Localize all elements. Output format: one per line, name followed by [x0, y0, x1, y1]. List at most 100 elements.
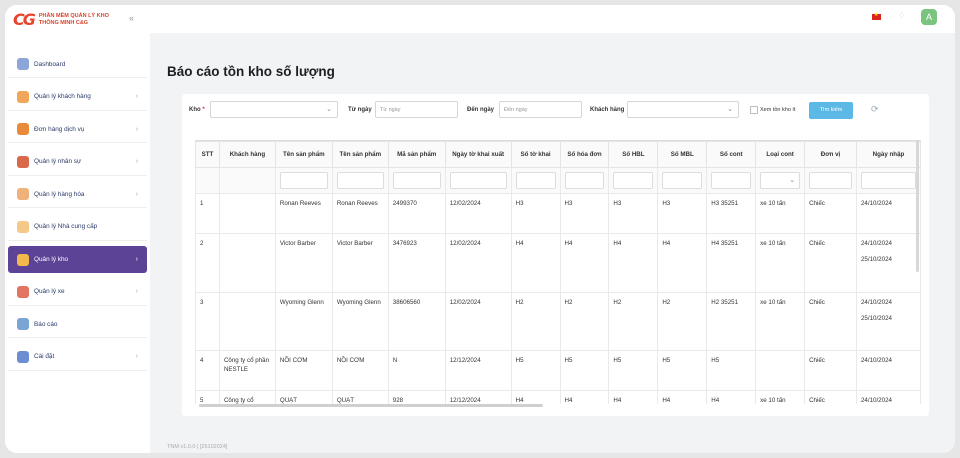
filter-cell: ⌄ — [755, 167, 806, 194]
import-date: 25/10/2024 — [860, 256, 892, 263]
double-chevron-left-icon[interactable]: « — [129, 13, 135, 23]
low-stock-checkbox[interactable] — [750, 106, 758, 114]
table-cell-invoice: H5 — [559, 350, 610, 391]
to-date-input[interactable]: Đến ngày — [499, 101, 582, 118]
column-header[interactable]: Số MBL — [657, 141, 708, 168]
column-filter-input[interactable] — [860, 172, 916, 189]
dashboard-icon — [17, 58, 29, 70]
table-cell-product2: Victor Barber — [331, 233, 389, 293]
table-cell-customer: Công ty cổ — [218, 390, 276, 404]
column-filter-input[interactable] — [336, 172, 384, 189]
column-header[interactable]: Số HBL — [608, 141, 659, 168]
avatar[interactable]: A — [921, 9, 937, 25]
column-header[interactable]: Khách hàng — [218, 141, 276, 168]
table-cell-cont-type: xe 10 tấn — [755, 233, 806, 293]
column-header[interactable]: Tên sản phẩm — [274, 141, 333, 168]
sidebar-item[interactable]: Quản lý kho › — [8, 246, 147, 273]
table-row[interactable]: 1 Ronan Reeves Ronan Reeves 2499370 12/02/20… — [195, 193, 921, 234]
column-header[interactable]: STT — [195, 141, 220, 168]
table-row[interactable]: 4 Công ty cổ phần NESTLE NỒI CƠM NỒI CƠM N 12… — [195, 350, 921, 391]
order-icon — [17, 123, 29, 135]
chevron-down-icon: ⌄ — [727, 106, 733, 113]
column-filter-input[interactable] — [515, 172, 556, 189]
column-filter-input[interactable] — [613, 172, 654, 189]
table-cell-cont: H4 — [706, 390, 757, 404]
column-filter-input[interactable] — [449, 172, 507, 189]
vietnam-flag-icon[interactable] — [872, 12, 881, 20]
inventory-table-container[interactable]: STT Khách hàng Tên sản phẩm Tên sản phẩm Mã … — [195, 140, 921, 404]
column-header[interactable]: Đơn vị — [804, 141, 857, 168]
column-filter-input[interactable] — [279, 172, 328, 189]
sidebar-item[interactable]: Quản lý xe › — [8, 279, 147, 306]
table-cell-product2: NỒI CƠM — [331, 350, 389, 391]
table-cell-customer — [218, 193, 276, 234]
customer-select[interactable]: ⌄ — [627, 101, 739, 118]
table-cell-invoice: H2 — [559, 292, 610, 351]
sidebar-item[interactable]: Quản lý nhân sự › — [8, 149, 147, 176]
from-date-label: Từ ngày — [348, 107, 372, 113]
sidebar-item-label: Báo cáo — [34, 320, 58, 328]
warehouse-select[interactable]: ⌄ — [210, 101, 338, 118]
sidebar-item[interactable]: Quản lý khách hàng › — [8, 84, 147, 111]
column-filter-input[interactable]: ⌄ — [760, 172, 801, 189]
search-button[interactable]: Tìm kiếm — [809, 102, 853, 119]
table-cell-unit: Chiếc — [804, 233, 857, 293]
table-cell-declaration: H2 — [510, 292, 561, 351]
table-cell-stt: 2 — [195, 233, 220, 293]
column-header[interactable]: Mã sản phẩm — [387, 141, 446, 168]
sidebar-item[interactable]: Cài đặt › — [8, 344, 147, 371]
column-filter-input[interactable] — [564, 172, 605, 189]
column-header[interactable]: Tên sản phẩm — [331, 141, 389, 168]
table-row[interactable]: 3 Wyoming Glenn Wyoming Glenn 38606560 12/02… — [195, 292, 921, 351]
column-filter-row: ⌄ — [195, 167, 921, 194]
table-cell-code: N — [387, 350, 446, 391]
table-row[interactable]: 2 Victor Barber Victor Barber 3476923 12/02/… — [195, 233, 921, 293]
column-header[interactable]: Số hóa đơn — [559, 141, 610, 168]
sidebar-item-label: Quản lý xe — [34, 288, 65, 295]
table-cell-declaration: H3 — [510, 193, 561, 234]
table-cell-mbl: H2 — [657, 292, 708, 351]
sidebar-item[interactable]: Quản lý hàng hóa › — [8, 181, 147, 208]
filter-cell — [608, 167, 659, 194]
column-filter-input[interactable] — [392, 172, 441, 189]
logo: CG PHẦN MỀM QUẢN LÝ KHO THÔNG MINH C&G — [13, 10, 119, 29]
table-cell-export-date: 12/02/2024 — [444, 193, 512, 234]
table-cell-customer — [218, 233, 276, 293]
table-cell-customer: Công ty cổ phần NESTLE — [218, 350, 276, 391]
chevron-right-icon: › — [135, 353, 138, 360]
bell-icon[interactable]: ♢ — [898, 11, 906, 20]
vertical-scrollbar[interactable] — [916, 140, 919, 272]
filter-cell — [706, 167, 757, 194]
table-cell-code: 38606560 — [387, 292, 446, 351]
sidebar-item[interactable]: Quản lý Nhà cung cấp — [8, 214, 147, 241]
sidebar-item[interactable]: Dashboard — [8, 51, 147, 78]
column-header[interactable]: Loại cont — [755, 141, 806, 168]
table-cell-product1: Ronan Reeves — [274, 193, 333, 234]
table-row[interactable]: 5 Công ty cổ QUẠT QUẠT 928 12/12/2024 H4 H4 H4 H4… — [195, 390, 921, 404]
column-header[interactable]: Ngày tờ khai xuất — [444, 141, 512, 168]
column-filter-input[interactable] — [711, 172, 752, 189]
column-header[interactable]: Số tờ khai — [510, 141, 561, 168]
column-header[interactable]: Số cont — [706, 141, 757, 168]
from-date-input[interactable]: Từ ngày — [375, 101, 458, 118]
sidebar-item-label: Đơn hàng dịch vụ — [34, 125, 85, 133]
table-cell-stt: 3 — [195, 292, 220, 351]
refresh-icon[interactable]: ⟳ — [871, 104, 879, 114]
column-filter-input[interactable] — [809, 172, 852, 189]
filter-cell — [331, 167, 389, 194]
column-filter-input[interactable] — [662, 172, 703, 189]
table-cell-product1: Victor Barber — [274, 233, 333, 293]
version-footer: TNM v1.0.0 | [25102024] — [167, 444, 228, 450]
sidebar-item[interactable]: Đơn hàng dịch vụ › — [8, 116, 147, 143]
filter-cell — [218, 167, 276, 194]
sidebar-item-label: Dashboard — [34, 60, 66, 68]
supplier-icon — [17, 220, 29, 233]
import-date: 24/10/2024 — [860, 240, 892, 247]
filter-cell — [559, 167, 610, 194]
horizontal-scrollbar[interactable] — [199, 404, 543, 407]
sidebar-item[interactable]: Báo cáo — [8, 311, 147, 338]
chevron-right-icon: › — [135, 158, 138, 165]
column-header[interactable]: Ngày nhập — [855, 141, 921, 168]
report-card: Kho * ⌄ Từ ngày Từ ngày Đến ngày Đến ngà… — [182, 94, 929, 416]
sidebar-item-label: Quản lý nhân sự — [34, 158, 82, 165]
